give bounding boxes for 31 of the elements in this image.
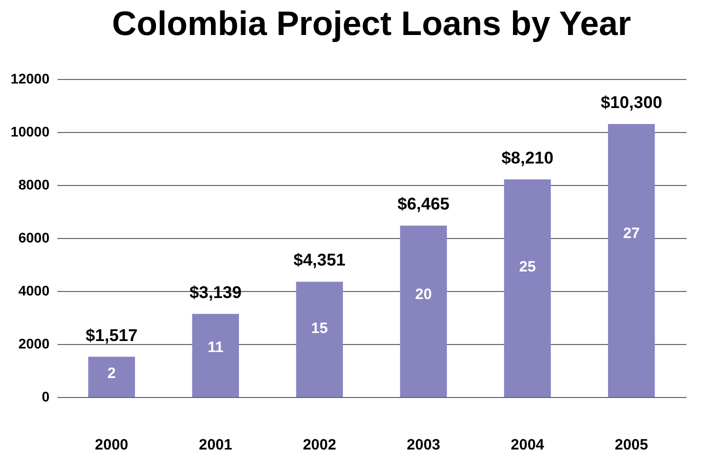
y-tick-label: 10000 (10, 124, 50, 140)
data-label: $1,517 (86, 326, 138, 345)
y-tick-label: 12000 (10, 70, 50, 86)
y-tick-label: 8000 (18, 176, 50, 192)
chart-title: Colombia Project Loans by Year (112, 5, 631, 43)
annotation: 25 (519, 258, 536, 276)
bar (192, 314, 239, 397)
data-label: $4,351 (294, 250, 346, 270)
bar (504, 179, 551, 397)
data-label: $6,465 (397, 194, 450, 214)
bar (296, 282, 343, 397)
x-tick-label: 2005 (614, 436, 648, 454)
data-label: $10,300 (600, 93, 662, 112)
annotation: 20 (415, 286, 432, 304)
annotation: 15 (311, 320, 328, 337)
x-tick-label: 2004 (510, 436, 545, 454)
bar (400, 226, 447, 397)
x-tick-label: 2002 (302, 436, 336, 454)
x-tick-label: 2000 (94, 436, 128, 454)
y-tick-label: 4000 (18, 282, 50, 298)
y-tick-label: 6000 (18, 230, 50, 246)
annotation: 27 (623, 225, 640, 242)
bar (88, 356, 135, 397)
y-tick-label: 0 (42, 388, 50, 404)
annotation: 2 (107, 364, 116, 382)
x-tick-label: 2003 (406, 436, 440, 454)
y-tick-label: 2000 (18, 336, 50, 352)
data-label: $8,210 (501, 148, 554, 168)
x-tick-label: 2001 (198, 436, 232, 454)
annotation: 11 (208, 339, 224, 356)
bar (608, 124, 655, 397)
